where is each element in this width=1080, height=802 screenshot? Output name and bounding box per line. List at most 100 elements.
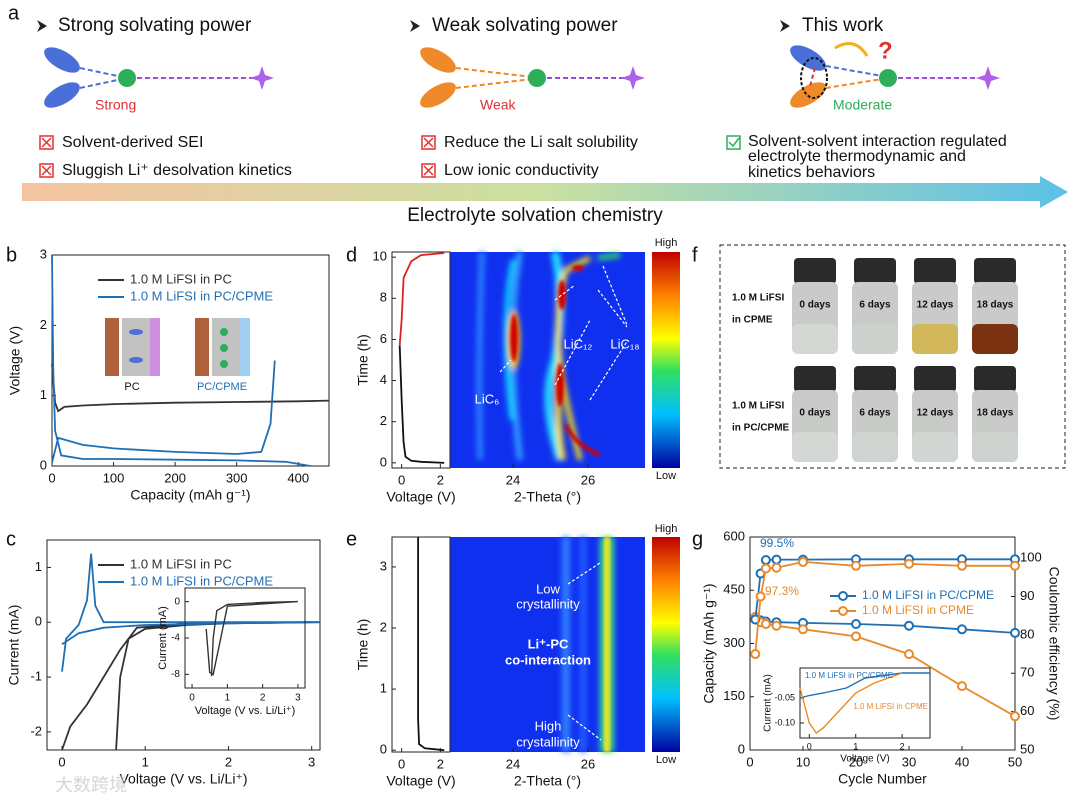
- y-tick-label: 8: [380, 290, 387, 305]
- vial-cap: [914, 366, 956, 392]
- panel-a: a Strong solvating power Weak solvating …: [8, 2, 1068, 226]
- data-point: [771, 620, 782, 631]
- y2-tick-label: 60: [1020, 703, 1034, 718]
- x-tick-label: 100: [103, 470, 125, 485]
- x-axis-label: Voltage (V): [840, 753, 889, 764]
- x-axis-label: Voltage (V): [386, 773, 455, 789]
- x-tick-label: 24: [506, 756, 520, 771]
- x-tick-label: 0: [807, 741, 812, 751]
- y2-tick-label: 70: [1020, 665, 1034, 680]
- bond-label: Weak: [480, 97, 517, 113]
- data-point: [798, 556, 808, 567]
- data-point: [750, 649, 761, 660]
- annotation: crystallinity: [516, 734, 580, 749]
- vial-liquid: [912, 432, 958, 462]
- data-point: [760, 563, 771, 574]
- day-label: 18 days: [977, 408, 1014, 419]
- x-axis-label: Voltage (V vs. Li/Li⁺): [119, 771, 247, 787]
- y-tick-label: 0: [380, 742, 387, 757]
- y-axis-label: Capacity (mAh g⁻¹): [701, 583, 717, 703]
- point: electrolyte thermodynamic and: [748, 148, 966, 165]
- data-point: [904, 620, 914, 631]
- row-label: 1.0 M LiFSI: [732, 401, 784, 412]
- x-tick-label: 2: [437, 472, 444, 487]
- y-tick-label: 3: [380, 558, 387, 573]
- y-tick-label: 0: [174, 596, 180, 607]
- y2-tick-label: 50: [1020, 741, 1034, 756]
- x-tick-label: 26: [581, 472, 595, 487]
- x-tick-label: 1: [853, 741, 858, 751]
- x-tick-label: 10: [796, 754, 810, 769]
- inset-bg: [800, 668, 930, 738]
- data-point: [1010, 627, 1020, 638]
- heatmap-d: [450, 251, 680, 468]
- y-tick-label: -1: [30, 669, 42, 684]
- value-label: 99.5%: [760, 536, 794, 550]
- y-tick-label: 600: [723, 528, 745, 543]
- annotation: LiC₁₂: [564, 336, 593, 351]
- y-tick-label: 0: [35, 614, 42, 629]
- y-tick-label: 1: [380, 681, 387, 696]
- x-tick-label: 0: [48, 470, 55, 485]
- vial-liquid: [972, 324, 1018, 354]
- y-tick-label: 450: [723, 582, 745, 597]
- panel-label: b: [6, 244, 17, 266]
- plot-frame: [391, 251, 451, 469]
- day-label: 6 days: [859, 300, 891, 311]
- x-tick-label: 3: [308, 754, 315, 769]
- legend-marker: [838, 606, 848, 616]
- point: Sluggish Li⁺ desolvation kinetics: [62, 162, 292, 179]
- data-point: [957, 681, 967, 692]
- row-label: in CPME: [732, 315, 773, 326]
- bond-label: Moderate: [833, 97, 892, 113]
- x-axis-label: Cycle Number: [838, 771, 927, 787]
- x-tick-label: 2: [225, 754, 232, 769]
- legend-label: 1.0 M LiFSI in CPME: [862, 603, 974, 617]
- x-tick-label: 0: [398, 756, 405, 771]
- colorbar-label: High: [655, 523, 678, 535]
- inset-series-label: 1.0 M LiFSI in PC/CPME: [805, 671, 893, 680]
- vial-liquid: [852, 432, 898, 462]
- molecule-strong: Strong: [44, 47, 274, 113]
- y2-axis-label: Coulombic efficiency (%): [1046, 567, 1062, 721]
- y-tick-label: 2: [40, 317, 47, 332]
- data-point: [851, 560, 861, 571]
- y-tick-label: 2: [380, 413, 387, 428]
- x-axis-label: Voltage (V vs. Li/Li⁺): [195, 705, 296, 717]
- vial-cap: [974, 258, 1016, 284]
- x-axis-label: 2-Theta (°): [514, 773, 581, 789]
- y-tick-label: 0: [738, 741, 745, 756]
- data-point: [904, 649, 914, 660]
- colorbar-label: Low: [656, 754, 676, 766]
- molecule-moderate: ? Moderate: [790, 37, 1000, 113]
- x-tick-label: 40: [955, 754, 969, 769]
- y-tick-label: 6: [380, 331, 387, 346]
- vial-cap: [914, 258, 956, 284]
- heading: Strong solvating power: [58, 15, 252, 36]
- watermark: 大数跨境: [55, 775, 127, 795]
- panel-label: e: [346, 528, 357, 550]
- heading-bullets: [37, 20, 790, 32]
- vial-liquid: [792, 324, 838, 354]
- x-tick-label: 0: [398, 472, 405, 487]
- value-label: 97.3%: [765, 584, 799, 598]
- legend-label: 1.0 M LiFSI in PC/CPME: [862, 588, 994, 602]
- data-point: [771, 562, 782, 573]
- vial-cap: [794, 258, 836, 284]
- data-point: [957, 624, 967, 635]
- plot-frame: [391, 536, 451, 753]
- y2-tick-label: 80: [1020, 626, 1034, 641]
- heatmap-e: [450, 537, 680, 752]
- annotation: crystallinity: [516, 596, 580, 611]
- data-point: [755, 591, 766, 602]
- vial-liquid: [792, 432, 838, 462]
- y-tick-label: 0: [380, 454, 387, 469]
- series-line: [61, 621, 321, 751]
- colorbar-label: Low: [656, 470, 676, 482]
- heading: This work: [802, 15, 884, 36]
- x-tick-label: 26: [581, 756, 595, 771]
- checkboxes: [39, 135, 741, 178]
- x-tick-label: 200: [164, 470, 186, 485]
- y-axis-label: Current (mA): [763, 674, 774, 732]
